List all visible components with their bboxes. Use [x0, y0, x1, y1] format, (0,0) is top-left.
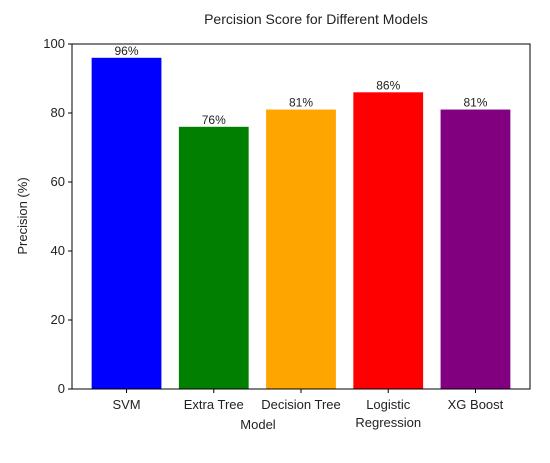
x-tick-label-1: SVM [112, 397, 140, 412]
y-tick-label-4: 60 [51, 174, 65, 189]
plot-frame [71, 43, 531, 390]
bar-2 [178, 126, 249, 390]
y-axis-label: Precision (%) [15, 177, 30, 254]
bar-1 [91, 57, 162, 390]
x-tick-label-line: SVM [112, 397, 140, 412]
bar-3 [266, 109, 336, 390]
x-axis-label: Model [240, 417, 276, 432]
bar-5 [440, 109, 511, 390]
x-tick-label-5: XG Boost [448, 397, 504, 412]
ticks-group: SVM Extra Tree Decision Tree Logistic Regres… [43, 36, 503, 430]
data-label-4: 86% [376, 78, 400, 92]
x-tick-label-line: XG Boost [448, 397, 504, 412]
data-label-2: 76% [202, 113, 226, 127]
data-label-1: 96% [115, 44, 139, 58]
x-tick-label-line: Decision Tree [261, 397, 340, 412]
x-tick-label-line: Regression [355, 415, 421, 430]
y-tick-label-6: 100 [43, 36, 65, 51]
data-label-5: 81% [463, 96, 487, 110]
bar-4 [353, 92, 424, 390]
x-tick-label-3: Decision Tree [261, 397, 340, 412]
bars-group: 96% 76% 81% 86% 81% [91, 44, 511, 390]
data-label-3: 81% [289, 96, 313, 110]
y-tick-label-2: 20 [51, 312, 65, 327]
chart-title: Percision Score for Different Models [204, 11, 428, 27]
y-tick-label-1: 0 [58, 381, 65, 396]
x-tick-label-4: Logistic Regression [355, 397, 421, 430]
y-tick-label-3: 40 [51, 243, 65, 258]
x-tick-label-line: Logistic [366, 397, 411, 412]
x-tick-label-2: Extra Tree [184, 397, 244, 412]
y-tick-label-5: 80 [51, 105, 65, 120]
x-tick-label-line: Extra Tree [184, 397, 244, 412]
